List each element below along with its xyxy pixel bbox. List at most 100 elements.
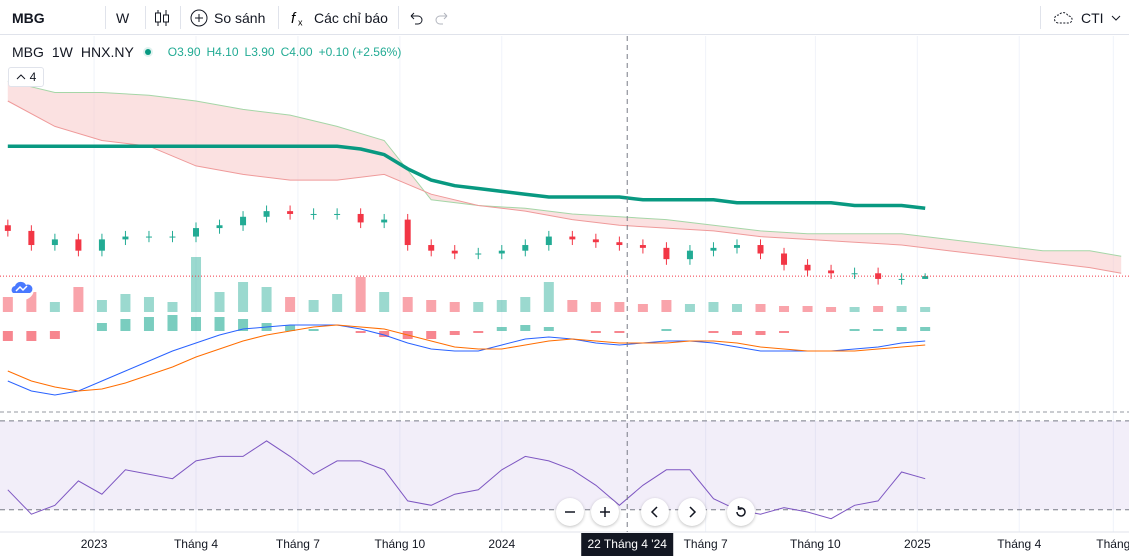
volume-bar [2,297,13,312]
zoom-in-button[interactable] [591,498,619,526]
macd-histogram-bar [708,331,719,333]
volume-bar [520,297,531,312]
legend-close: C4.00 [280,45,313,59]
cloud-icon [1054,11,1073,23]
macd-histogram-bar [426,331,437,339]
macd-histogram-bar [167,315,178,331]
plus-icon [600,507,610,517]
macd-histogram-bar [731,331,742,335]
volume-bar [308,300,319,312]
legend-high: H4.10 [206,45,239,59]
chart-type-button[interactable] [154,0,170,35]
x-tick-label: Tháng 4 [997,537,1041,551]
svg-text:f: f [291,9,297,26]
chevron-icon [1111,15,1121,21]
compare-button[interactable]: So sánh [190,0,265,35]
x-tick-label: Tháng 10 [374,537,425,551]
volume-bar [920,307,931,312]
volume-bar [661,300,672,312]
candle-body [498,250,505,254]
volume-bar [543,282,554,312]
crosshair-label-bg [581,533,674,556]
candle-body [781,253,788,265]
reset-button[interactable] [727,498,755,526]
volume-bar [802,306,813,312]
indicator-count: 4 [29,70,37,84]
volume-bar [49,302,60,312]
scroll-right-button[interactable] [678,498,706,526]
redo-button[interactable] [434,0,452,35]
candle-body [569,236,576,240]
volume-bar [779,306,790,312]
volume-bar [355,277,366,312]
volume-bar [590,302,601,312]
interval-text: W [116,9,130,26]
legend-exchange: HNX.NY [80,44,134,60]
volume-bar [849,307,860,312]
volume-bar [191,257,202,312]
volume-bar [143,297,154,312]
interval-button[interactable]: W [116,0,129,35]
x-tick-label: Tháng [1096,537,1129,551]
divider [1040,6,1041,29]
candle-body [263,211,270,217]
rsi-line [7,440,926,520]
macd-histogram-bar [755,331,766,335]
symbol-text: MBG [12,9,45,26]
symbol-button[interactable]: MBG [12,0,45,35]
divider [398,6,399,29]
volume-bar [496,300,507,312]
macd-histogram-bar [849,329,860,331]
volume-bar [426,300,437,312]
volume-bar [332,294,343,312]
reset-icon [736,506,746,517]
candle-body [122,236,129,240]
candle-body [733,245,740,248]
divider [105,6,106,29]
candle-body [4,225,11,231]
macd-histogram-bar [873,329,884,331]
indicator-toggle[interactable]: 4 [8,67,44,87]
x-tick-label: Tháng 10 [790,537,841,551]
candle-body [663,247,670,260]
divider [145,6,146,29]
right-icon [689,506,697,518]
x-tick-label: 2024 [488,537,515,551]
volume-bar [731,304,742,312]
candle-body [51,239,58,246]
moving-average [7,144,926,211]
volume-bar [238,282,249,312]
x-tick-label: Tháng 7 [276,537,320,551]
layout-button[interactable]: CTI [1053,0,1104,35]
scroll-left-button[interactable] [641,498,669,526]
undo-button[interactable] [406,0,424,35]
svg-text:x: x [298,17,303,27]
volume-bar [449,302,460,312]
volume-bar [379,292,390,312]
macd-histogram-bar [355,331,366,333]
candle-body [710,247,717,251]
brand-logo[interactable] [8,278,38,300]
x-tick-label: 2025 [904,537,931,551]
zoom-out-button[interactable] [556,498,584,526]
candle-body [287,211,294,214]
macd-histogram-bar [520,325,531,331]
legend-symbol[interactable]: MBG [12,44,44,60]
legend: MBG 1W HNX.NY O3.90 H4.10 L3.90 C4.00 +0… [12,44,401,60]
macd-histogram-bar [2,331,13,341]
macd-histogram-bar [543,327,554,331]
candle-body [357,213,364,223]
legend-ohlc: O3.90 H4.10 L3.90 C4.00 +0.10 (+2.56%) [168,45,402,59]
legend-change: +0.10 (+2.56%) [318,45,402,59]
left-icon [650,506,658,518]
candle-body [145,236,152,238]
crosshair-label: 22 Tháng 4 '24 [587,537,667,551]
macd-histogram-bar [473,331,484,333]
candle-body [75,239,82,251]
chevron-icon [16,74,26,80]
layout-menu-button[interactable] [1110,0,1122,35]
candle-body [804,264,811,271]
